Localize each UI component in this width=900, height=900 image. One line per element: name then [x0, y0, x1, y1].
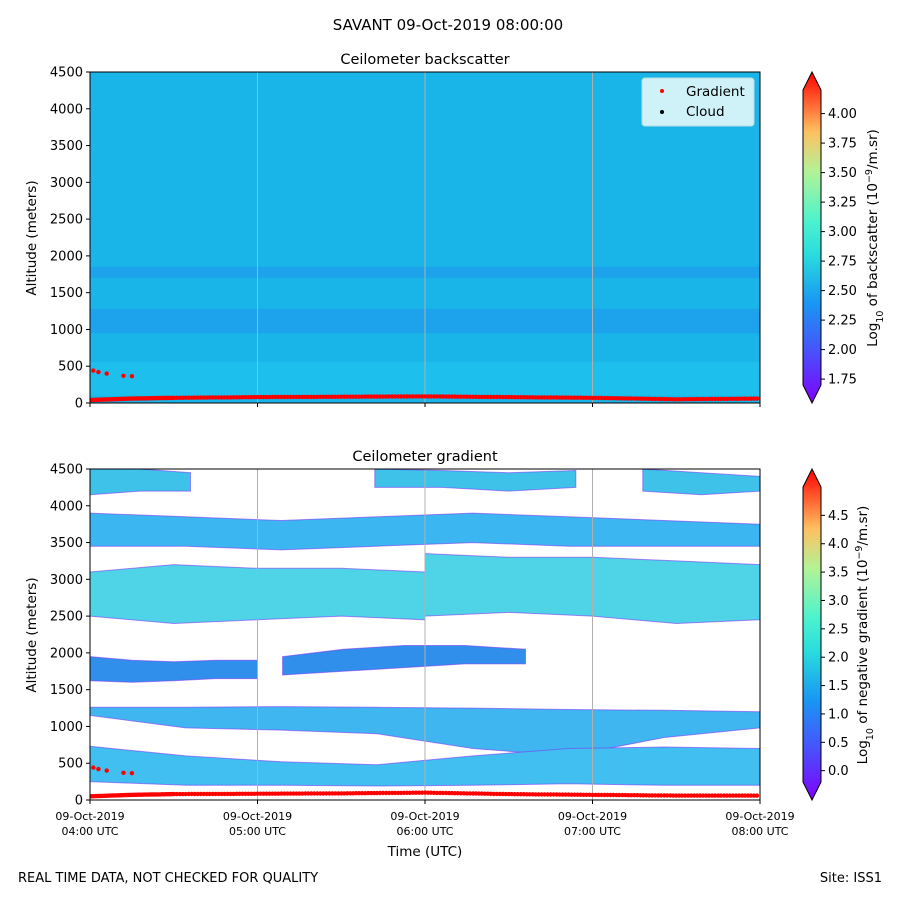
ytick-label: 2000 [50, 249, 83, 264]
gradient-point [754, 793, 760, 798]
gradient-point [754, 396, 760, 401]
ytick-label: 1500 [50, 286, 83, 301]
gradient-legend-marker [660, 89, 664, 93]
ytick-label: 500 [58, 360, 83, 375]
ytick-label: 3500 [50, 536, 83, 551]
figure-suptitle: SAVANT 09-Oct-2019 08:00:00 [333, 16, 563, 34]
legend-box [641, 77, 755, 127]
ytick-label: 0 [75, 397, 83, 412]
backscatter-panel: Ceilometer backscatter 0 500 1000 1500 2000 2… [24, 52, 886, 412]
ytick-label: 4500 [50, 463, 83, 478]
xtick-date-label: 09-Oct-2019 [390, 810, 459, 823]
colorbar-tick-label: 2.0 [828, 651, 849, 666]
colorbar-tick-label: 4.0 [828, 537, 849, 552]
colorbar-tick-label: 4.5 [828, 509, 849, 524]
ytick-label: 1500 [50, 683, 83, 698]
backscatter-ylabel: Altitude (meters) [24, 180, 40, 295]
gradient-title: Ceilometer gradient [352, 449, 498, 465]
colorbar-tick-label: 3.50 [828, 166, 857, 181]
xtick-time-label: 07:00 UTC [564, 825, 621, 838]
xtick-date-label: 09-Oct-2019 [223, 810, 292, 823]
gradient-point [129, 771, 135, 776]
gradient-point [121, 373, 126, 378]
xtick-time-label: 06:00 UTC [396, 825, 453, 838]
gradient-colorbar-bar [802, 467, 822, 802]
backscatter-yticks: 0 500 1000 1500 2000 2500 3000 3500 4000 4500 [50, 66, 90, 412]
gradient-point [96, 766, 101, 772]
gradient-point [104, 371, 109, 376]
gradient-layer [374, 469, 577, 492]
colorbar-tick-label: 3.75 [828, 137, 857, 152]
gradient-colorbar-ticks: 0.0 0.5 1.0 1.5 2.0 2.5 3.0 3.5 4.0 4.5 [821, 509, 849, 779]
backscatter-xticks [89, 403, 761, 407]
gradient-gradient-points [90, 765, 760, 799]
footer-quality-note: REAL TIME DATA, NOT CHECKED FOR QUALITY [18, 871, 318, 886]
colorbar-tick-label: 2.25 [828, 314, 857, 329]
gradient-layer [90, 469, 191, 496]
ytick-label: 3500 [50, 139, 83, 154]
colorbar-tick-label: 0.0 [828, 764, 849, 779]
colorbar-tick-label: 1.75 [828, 373, 857, 388]
colorbar-tick-label: 2.5 [828, 622, 849, 637]
gradient-layer [282, 645, 526, 676]
gradient-point [104, 768, 109, 773]
gradient-yticks: 0 500 1000 1500 2000 2500 3000 3500 4000 4500 [50, 463, 90, 809]
cloud-legend-marker [660, 110, 664, 114]
colorbar-tick-label: 3.0 [828, 594, 849, 609]
xtick-date-label: 09-Oct-2019 [725, 810, 794, 823]
backscatter-colorbar-bar [802, 70, 822, 405]
ytick-label: 1000 [50, 323, 83, 338]
gradient-point [121, 770, 126, 775]
colorbar-tick-label: 2.75 [828, 255, 857, 270]
gradient-legend-label: Gradient [686, 84, 745, 100]
backscatter-gridlines [257, 72, 593, 403]
backscatter-title: Ceilometer backscatter [340, 52, 509, 68]
colorbar-tick-label: 3.25 [828, 196, 857, 211]
gradient-gridlines [257, 469, 593, 800]
colorbar-tick-label: 4.00 [828, 107, 857, 122]
ytick-label: 4000 [50, 102, 83, 117]
ytick-label: 3000 [50, 573, 83, 588]
xtick-date-label: 09-Oct-2019 [558, 810, 627, 823]
colorbar-tick-label: 3.5 [828, 566, 849, 581]
xtick-time-label: 08:00 UTC [731, 825, 788, 838]
ytick-label: 4000 [50, 499, 83, 514]
colorbar-tick-label: 0.5 [828, 736, 849, 751]
gradient-panel: Ceilometer gradient 0 500 1000 1500 2000 2500… [24, 449, 876, 860]
xtick-time-label: 05:00 UTC [229, 825, 286, 838]
ytick-label: 2500 [50, 610, 83, 625]
ytick-label: 3000 [50, 176, 83, 191]
gradient-point [91, 765, 96, 770]
ytick-label: 2000 [50, 646, 83, 661]
colorbar-tick-label: 3.00 [828, 225, 857, 240]
gradient-ylabel: Altitude (meters) [24, 577, 40, 692]
footer-site: Site: ISS1 [820, 871, 882, 886]
gradient-point [96, 369, 101, 375]
gradient-xlabel: Time (UTC) [387, 844, 463, 860]
xtick-time-label: 04:00 UTC [61, 825, 118, 838]
colorbar-tick-label: 1.0 [828, 707, 849, 722]
ytick-label: 500 [58, 757, 83, 772]
xtick-date-label: 09-Oct-2019 [55, 810, 124, 823]
gradient-point [129, 374, 135, 379]
gradient-point [91, 368, 96, 373]
backscatter-colorbar: 1.75 2.00 2.25 2.50 2.75 3.00 3.25 3.50 3.75 4.00… [802, 70, 886, 405]
gradient-colorbar-label: Log10 of negative gradient (10−9/m.sr) [854, 506, 876, 765]
ytick-label: 0 [75, 794, 83, 809]
cloud-legend-label: Cloud [686, 104, 725, 120]
backscatter-gradient-points [90, 368, 760, 403]
backscatter-colorbar-ticks: 1.75 2.00 2.25 2.50 2.75 3.00 3.25 3.50 3.75 4.00 [821, 107, 857, 388]
colorbar-tick-label: 2.00 [828, 343, 857, 358]
backscatter-colorbar-label: Log10 of backscatter (10−9/m.sr) [864, 129, 886, 347]
ytick-label: 1000 [50, 720, 83, 735]
gradient-colorbar: 0.0 0.5 1.0 1.5 2.0 2.5 3.0 3.5 4.0 4.5 Log10 of … [802, 467, 876, 802]
gradient-layer [642, 469, 760, 496]
backscatter-legend: Gradient Cloud [641, 77, 755, 127]
gradient-xticks: 09-Oct-2019 04:00 UTC 09-Oct-2019 05:00 UTC… [55, 800, 795, 838]
ytick-label: 2500 [50, 213, 83, 228]
colorbar-tick-label: 2.50 [828, 284, 857, 299]
ytick-label: 4500 [50, 66, 83, 81]
colorbar-tick-label: 1.5 [828, 679, 849, 694]
